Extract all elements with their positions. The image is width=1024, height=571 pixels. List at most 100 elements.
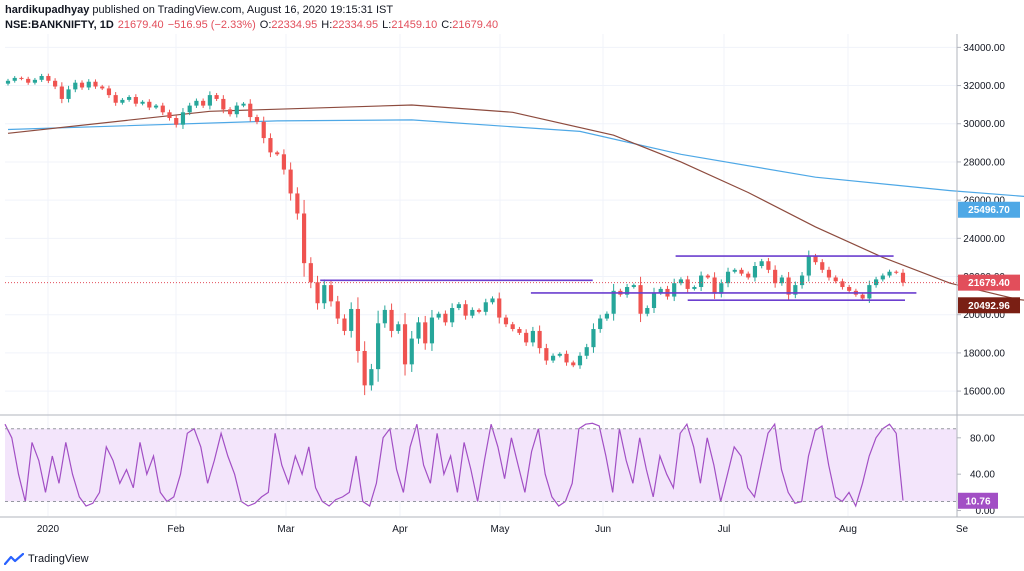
candle[interactable] <box>133 94 138 107</box>
candle[interactable] <box>752 262 758 282</box>
candle[interactable] <box>524 329 529 346</box>
candle[interactable] <box>241 102 246 108</box>
candle[interactable] <box>766 257 771 274</box>
candle[interactable] <box>268 133 273 158</box>
candle[interactable] <box>12 76 17 83</box>
candle[interactable] <box>288 162 293 201</box>
candle[interactable] <box>5 78 11 86</box>
candle[interactable] <box>786 272 791 301</box>
candle[interactable] <box>894 270 899 275</box>
candle[interactable] <box>557 352 562 358</box>
price-axis[interactable]: 34000.00 32000.00 30000.00 28000.00 26000.00… <box>957 43 1005 398</box>
candle[interactable] <box>591 323 596 353</box>
candle[interactable] <box>584 343 589 360</box>
candle[interactable] <box>113 92 118 106</box>
candle[interactable] <box>187 102 192 116</box>
candle[interactable] <box>201 98 206 108</box>
candle[interactable] <box>261 116 266 144</box>
candle[interactable] <box>147 99 152 111</box>
candle[interactable] <box>93 79 98 89</box>
candle[interactable] <box>275 150 280 156</box>
candle[interactable] <box>66 85 71 103</box>
candle[interactable] <box>476 308 482 314</box>
candle[interactable] <box>773 265 778 288</box>
candle[interactable] <box>221 95 226 114</box>
candle[interactable] <box>746 271 751 280</box>
candle[interactable] <box>887 269 892 278</box>
candle[interactable] <box>820 259 825 273</box>
trendlines[interactable] <box>320 255 917 301</box>
candle[interactable] <box>308 257 313 289</box>
candle[interactable] <box>631 283 636 289</box>
candle[interactable] <box>705 273 710 280</box>
candle[interactable] <box>335 295 340 324</box>
candle[interactable] <box>409 330 414 372</box>
candle[interactable] <box>847 284 852 293</box>
candle[interactable] <box>793 281 798 299</box>
candle[interactable] <box>900 269 906 287</box>
candle[interactable] <box>86 79 91 91</box>
candle[interactable] <box>423 315 428 350</box>
candle[interactable] <box>46 73 51 84</box>
candle[interactable] <box>39 73 44 82</box>
candle[interactable] <box>227 107 233 117</box>
candle[interactable] <box>281 149 286 175</box>
candle[interactable] <box>207 91 212 110</box>
candle[interactable] <box>564 350 569 366</box>
candle[interactable] <box>396 321 401 334</box>
candle[interactable] <box>153 103 159 110</box>
candle[interactable] <box>254 114 260 125</box>
candle[interactable] <box>436 311 441 320</box>
candle[interactable] <box>779 274 784 286</box>
candle[interactable] <box>759 258 764 269</box>
candle[interactable] <box>712 272 717 299</box>
candle[interactable] <box>234 102 239 118</box>
candle[interactable] <box>544 343 549 365</box>
candle[interactable] <box>100 84 105 91</box>
tradingview-logo-icon[interactable] <box>4 553 24 565</box>
candle[interactable] <box>517 326 522 335</box>
candle[interactable] <box>739 267 744 276</box>
candle[interactable] <box>833 275 838 284</box>
candle[interactable] <box>53 78 58 90</box>
candle[interactable] <box>530 326 535 347</box>
candle[interactable] <box>732 268 737 274</box>
candle[interactable] <box>719 279 724 298</box>
candle[interactable] <box>120 98 125 105</box>
candle[interactable] <box>550 353 556 363</box>
candle[interactable] <box>699 271 704 292</box>
candle[interactable] <box>880 273 885 282</box>
candle[interactable] <box>873 276 879 288</box>
candle[interactable] <box>342 314 347 336</box>
candle[interactable] <box>503 314 509 328</box>
candle[interactable] <box>362 341 367 396</box>
candle[interactable] <box>463 300 468 320</box>
candle[interactable] <box>443 310 448 326</box>
candle[interactable] <box>598 314 603 333</box>
candle[interactable] <box>483 298 488 316</box>
candle[interactable] <box>672 278 677 302</box>
candle[interactable] <box>19 76 24 81</box>
candle[interactable] <box>376 310 381 382</box>
candle[interactable] <box>510 321 515 332</box>
candle[interactable] <box>79 80 85 90</box>
candle[interactable] <box>625 283 630 298</box>
candle[interactable] <box>295 187 300 220</box>
candle[interactable] <box>402 313 408 376</box>
candle[interactable] <box>416 317 421 344</box>
candle[interactable] <box>302 199 307 277</box>
candle[interactable] <box>860 292 865 301</box>
candle[interactable] <box>248 99 253 122</box>
candle[interactable] <box>382 305 387 328</box>
candle[interactable] <box>651 287 657 313</box>
candle[interactable] <box>194 98 199 108</box>
candle[interactable] <box>349 302 354 338</box>
candle[interactable] <box>322 279 327 309</box>
candle[interactable] <box>799 272 805 289</box>
candle[interactable] <box>638 276 643 323</box>
candle[interactable] <box>127 95 132 102</box>
candle[interactable] <box>180 108 186 129</box>
candle[interactable] <box>456 302 461 311</box>
candle[interactable] <box>140 100 145 106</box>
candle[interactable] <box>537 325 542 354</box>
